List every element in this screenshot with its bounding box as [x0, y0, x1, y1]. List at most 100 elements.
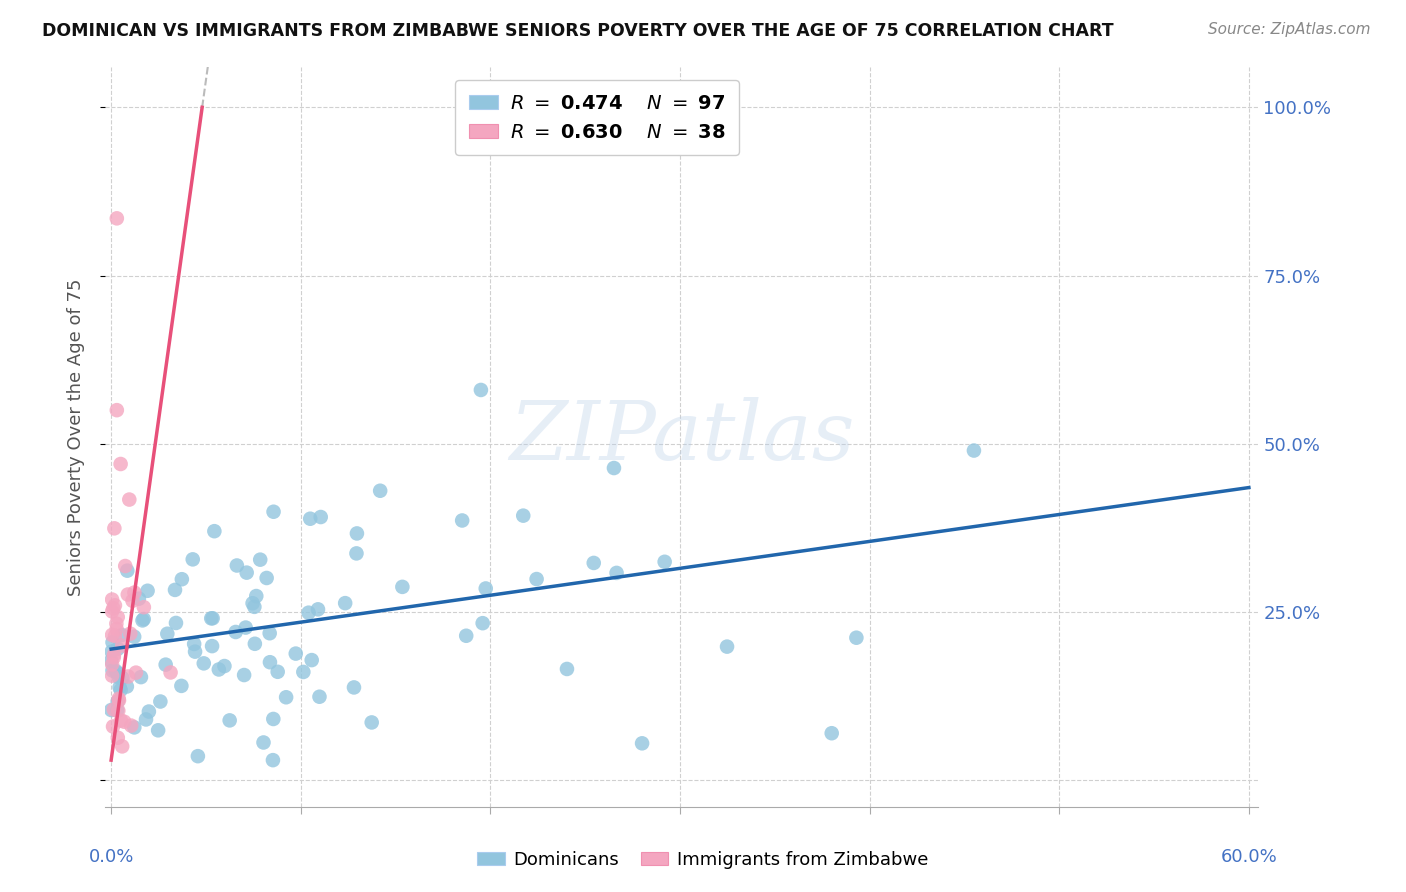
- Point: [471, 616, 494, 631]
- Point: [122, 630, 145, 644]
- Point: [307, 602, 329, 616]
- Point: [100, 654, 122, 668]
- Point: [218, 714, 240, 728]
- Point: [249, 552, 271, 566]
- Point: [654, 555, 676, 569]
- Point: [111, 739, 134, 754]
- Point: [129, 670, 152, 684]
- Point: [245, 589, 267, 603]
- Point: [183, 637, 205, 651]
- Point: [107, 691, 129, 706]
- Point: [292, 665, 315, 679]
- Point: [276, 690, 298, 705]
- Point: [101, 635, 124, 649]
- Point: [100, 645, 122, 659]
- Point: [101, 604, 124, 618]
- Point: [132, 600, 155, 615]
- Point: [214, 659, 236, 673]
- Point: [309, 510, 332, 524]
- Point: [346, 546, 368, 560]
- Point: [124, 585, 146, 599]
- Point: [107, 731, 129, 745]
- Point: [100, 703, 122, 717]
- Point: [335, 596, 357, 610]
- Point: [110, 683, 132, 698]
- Point: [301, 653, 323, 667]
- Point: [111, 671, 134, 685]
- Point: [193, 657, 215, 671]
- Point: [225, 625, 247, 640]
- Point: [163, 582, 186, 597]
- Y-axis label: Seniors Poverty Over the Age of 75: Seniors Poverty Over the Age of 75: [66, 278, 84, 596]
- Point: [120, 718, 142, 732]
- Point: [512, 508, 534, 523]
- Point: [360, 715, 382, 730]
- Point: [170, 679, 193, 693]
- Point: [262, 712, 284, 726]
- Point: [101, 719, 124, 733]
- Point: [132, 612, 155, 626]
- Point: [104, 629, 127, 643]
- Text: 60.0%: 60.0%: [1220, 848, 1277, 866]
- Point: [103, 521, 125, 535]
- Point: [112, 714, 135, 729]
- Point: [107, 641, 129, 656]
- Point: [308, 690, 330, 704]
- Point: [118, 492, 141, 507]
- Point: [108, 693, 131, 707]
- Point: [105, 616, 128, 631]
- Point: [716, 640, 738, 654]
- Point: [208, 663, 231, 677]
- Point: [114, 559, 136, 574]
- Point: [101, 592, 124, 607]
- Point: [110, 457, 132, 471]
- Point: [343, 681, 366, 695]
- Point: [138, 705, 160, 719]
- Point: [117, 669, 139, 683]
- Point: [201, 639, 224, 653]
- Point: [170, 572, 193, 586]
- Point: [470, 383, 492, 397]
- Point: [299, 512, 322, 526]
- Point: [187, 749, 209, 764]
- Point: [105, 703, 128, 717]
- Point: [103, 601, 125, 615]
- Point: [243, 637, 266, 651]
- Point: [105, 403, 128, 417]
- Point: [104, 664, 127, 678]
- Point: [235, 621, 257, 635]
- Point: [107, 670, 129, 684]
- Point: [107, 694, 129, 708]
- Point: [146, 723, 169, 738]
- Point: [606, 566, 628, 580]
- Point: [155, 657, 177, 672]
- Point: [391, 580, 413, 594]
- Point: [103, 702, 125, 716]
- Point: [235, 566, 257, 580]
- Point: [526, 572, 548, 586]
- Text: 0.0%: 0.0%: [89, 848, 134, 866]
- Point: [603, 461, 626, 475]
- Point: [115, 680, 138, 694]
- Point: [101, 664, 124, 678]
- Point: [263, 505, 285, 519]
- Point: [451, 513, 474, 527]
- Text: DOMINICAN VS IMMIGRANTS FROM ZIMBABWE SENIORS POVERTY OVER THE AGE OF 75 CORRELA: DOMINICAN VS IMMIGRANTS FROM ZIMBABWE SE…: [42, 22, 1114, 40]
- Point: [149, 694, 172, 708]
- Point: [242, 596, 264, 610]
- Point: [165, 615, 187, 630]
- Point: [346, 526, 368, 541]
- Point: [267, 665, 290, 679]
- Point: [135, 713, 157, 727]
- Point: [201, 611, 224, 625]
- Point: [631, 736, 654, 750]
- Point: [128, 591, 150, 606]
- Point: [474, 582, 496, 596]
- Point: [256, 571, 278, 585]
- Point: [821, 726, 844, 740]
- Point: [284, 647, 307, 661]
- Point: [107, 610, 129, 624]
- Point: [184, 645, 207, 659]
- Point: [107, 666, 129, 681]
- Point: [111, 628, 134, 642]
